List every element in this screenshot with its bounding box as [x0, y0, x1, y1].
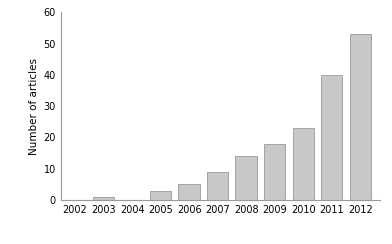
Bar: [350, 34, 371, 200]
Bar: [264, 144, 285, 200]
Bar: [150, 191, 171, 200]
Bar: [236, 156, 257, 200]
Bar: [178, 184, 200, 200]
Bar: [292, 128, 314, 200]
Bar: [93, 197, 114, 200]
Bar: [321, 75, 343, 200]
Bar: [207, 172, 229, 200]
Y-axis label: Number of articles: Number of articles: [29, 58, 39, 155]
